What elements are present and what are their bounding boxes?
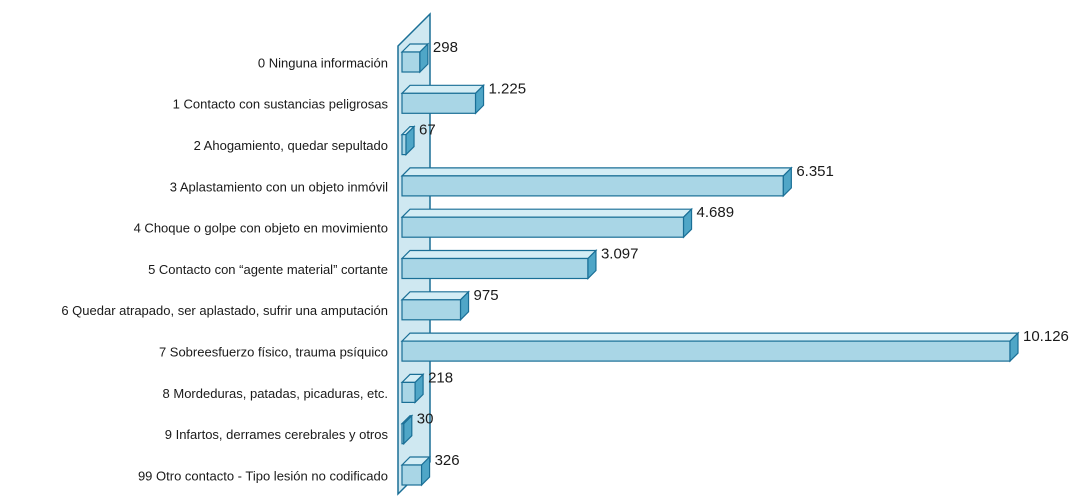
bar-top	[400, 291, 470, 301]
bar-side	[459, 290, 470, 322]
value-label: 975	[474, 287, 499, 304]
bar-side	[782, 166, 792, 198]
category-label: 3 Aplastamiento con un objeto inmóvil	[170, 179, 388, 194]
bar-side	[587, 249, 597, 280]
bar-side	[419, 42, 429, 74]
bar-side	[1009, 331, 1019, 363]
bar-top	[400, 167, 793, 177]
bar	[401, 92, 477, 114]
bar-side	[474, 83, 485, 115]
category-label: 6 Quedar atrapado, ser aplastado, sufrir…	[61, 303, 388, 318]
bar-top	[400, 332, 1020, 342]
value-label: 6.351	[796, 163, 834, 180]
category-label: 2 Ahogamiento, quedar sepultado	[194, 138, 388, 153]
bar	[401, 175, 784, 197]
bar	[401, 51, 421, 73]
value-label: 10.126	[1023, 328, 1069, 345]
bar-top	[400, 84, 486, 94]
category-label: 1 Contacto con sustancias peligrosas	[173, 97, 389, 112]
bar-side	[682, 207, 693, 239]
bar	[401, 464, 423, 486]
bar	[401, 257, 589, 280]
bar	[401, 381, 416, 403]
category-label: 9 Infartos, derrames cerebrales y otros	[165, 427, 389, 442]
bar-top	[400, 208, 693, 218]
value-label: 67	[419, 122, 436, 139]
category-label: 99 Otro contacto - Tipo lesión no codifi…	[138, 468, 388, 483]
value-label: 1.225	[489, 80, 527, 97]
category-label: 8 Mordeduras, patadas, picaduras, etc.	[163, 386, 388, 401]
value-label: 3.097	[601, 245, 639, 262]
bar	[401, 340, 1011, 362]
category-label: 5 Contacto con “agente material” cortant…	[148, 262, 388, 277]
value-label: 4.689	[697, 204, 735, 221]
value-label: 218	[428, 369, 453, 386]
bar	[401, 216, 685, 238]
bar-top	[400, 249, 598, 260]
bar-side	[403, 414, 413, 446]
value-label: 326	[435, 452, 460, 469]
category-label: 4 Choque o golpe con objeto en movimient…	[134, 221, 388, 236]
bar-side	[405, 125, 415, 157]
bar	[401, 134, 407, 156]
category-label: 0 Ninguna información	[258, 55, 388, 70]
value-label: 298	[433, 39, 458, 56]
bar-side	[414, 372, 424, 404]
value-label: 30	[417, 411, 434, 428]
bar-side	[420, 455, 431, 487]
category-label: 7 Sobreesfuerzo físico, trauma psíquico	[159, 345, 388, 360]
bar	[401, 299, 462, 321]
